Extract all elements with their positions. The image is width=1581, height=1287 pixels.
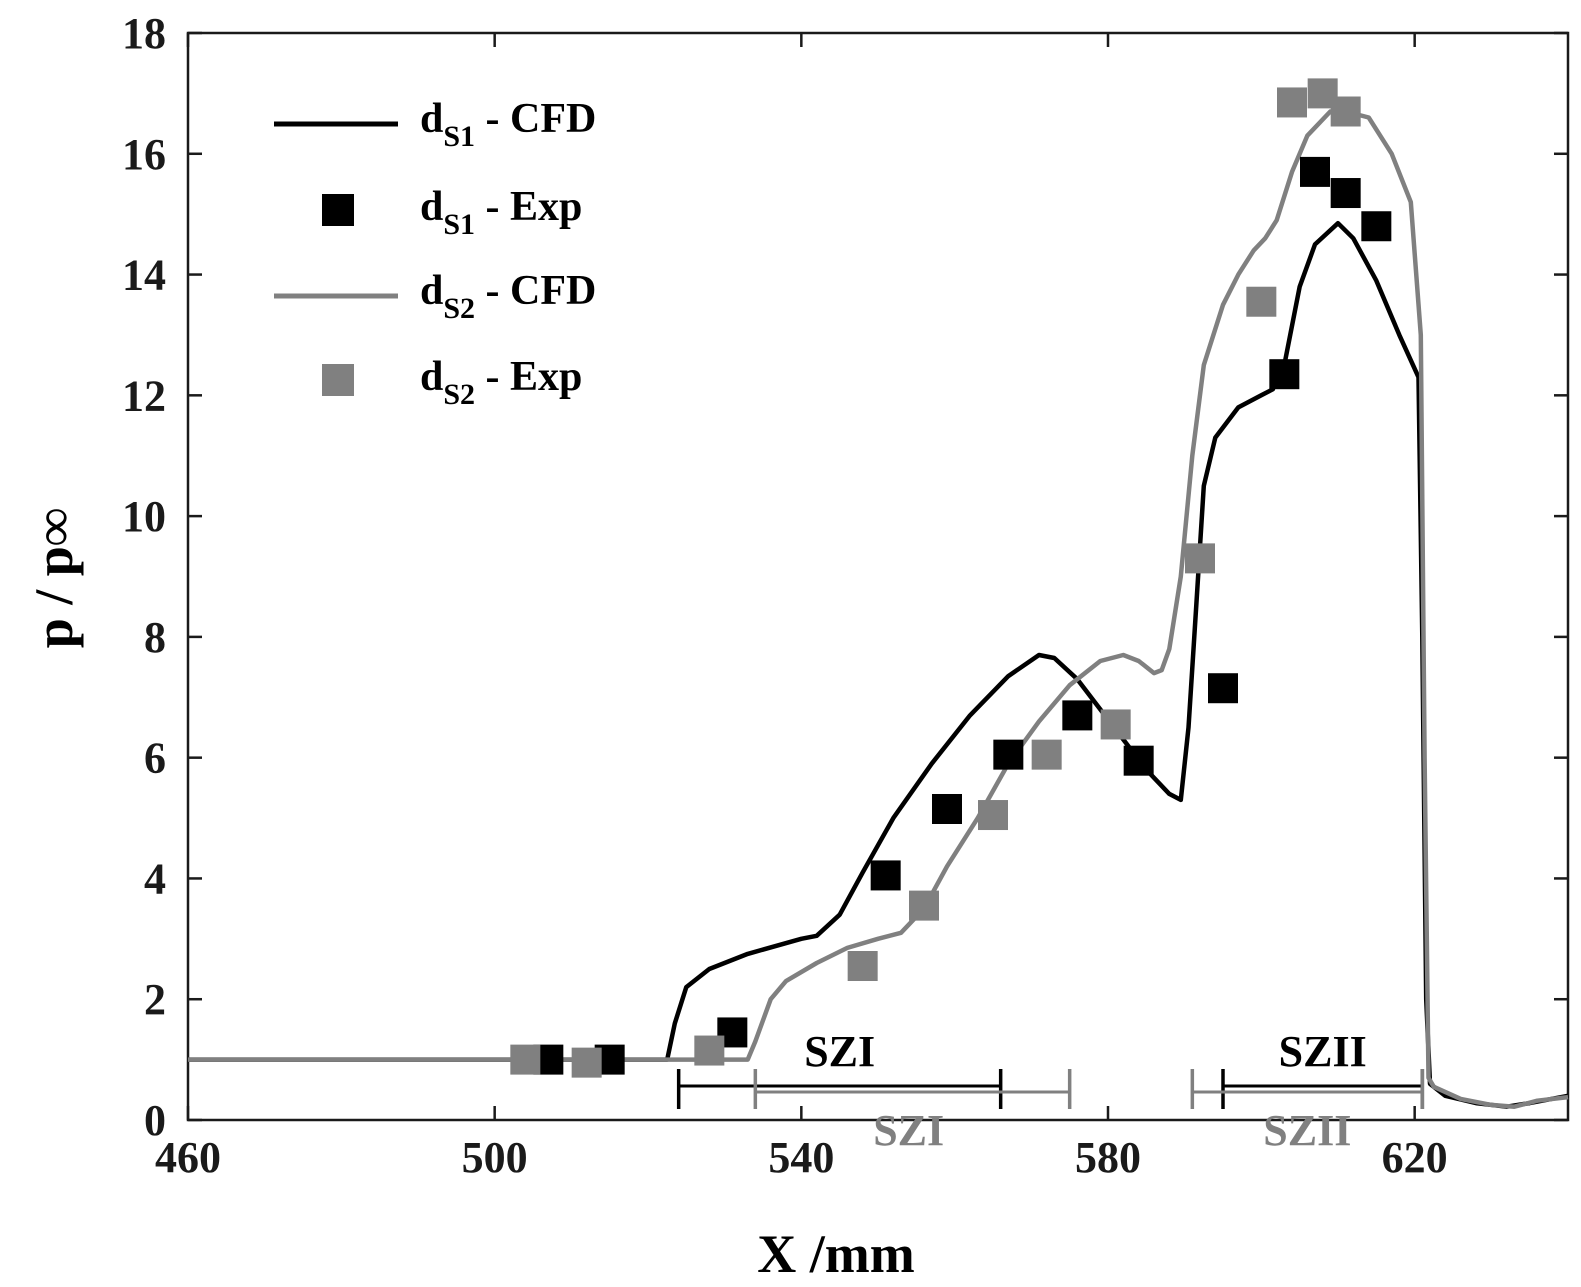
marker-ds2-exp [1185, 543, 1215, 574]
y-tick-label: 6 [144, 734, 166, 783]
series-markers [510, 78, 1392, 1078]
marker-ds1-exp [932, 793, 962, 824]
marker-ds1-exp [1123, 745, 1154, 776]
legend: dS1 - CFD dS1 - Exp dS2 - CFD dS2 - Exp [274, 96, 596, 411]
series-lines [188, 109, 1569, 1109]
marker-ds1-exp [1208, 673, 1238, 704]
marker-ds1-exp [1330, 178, 1361, 209]
legend-marker-swatch [322, 194, 354, 226]
legend-label: dS1 - Exp [420, 184, 582, 241]
series-line-ds2-cfd [188, 109, 1569, 1109]
legend-label: dS2 - CFD [420, 268, 596, 325]
zone-label: SZII [1263, 1106, 1351, 1155]
zone-label: SZI [804, 1027, 875, 1076]
marker-ds2-exp [909, 890, 939, 921]
plot-frame [186, 31, 1570, 1122]
marker-ds1-exp [1361, 211, 1392, 242]
x-tick-label: 500 [462, 1133, 528, 1182]
marker-ds2-exp [571, 1047, 602, 1078]
legend-label: dS2 - Exp [420, 354, 582, 411]
marker-ds2-exp [694, 1035, 725, 1066]
marker-ds2-exp [1031, 739, 1062, 770]
marker-ds2-exp [1100, 709, 1131, 740]
y-tick-label: 18 [122, 9, 166, 58]
axis-ticks: 460 500 540 580 620 0 2 4 6 8 10 12 14 16 18 [122, 9, 1568, 1182]
legend-label: dS1 - CFD [420, 96, 596, 153]
marker-ds1-exp [1300, 156, 1330, 187]
y-tick-label: 12 [122, 371, 166, 420]
x-tick-label: 460 [155, 1133, 221, 1182]
marker-ds2-exp [978, 800, 1008, 831]
marker-ds2-exp [1277, 87, 1307, 118]
y-axis-title: p / p∞ [24, 508, 84, 649]
zone-label: SZI [873, 1106, 944, 1155]
zone-label: SZII [1279, 1027, 1367, 1076]
marker-ds1-exp [1062, 700, 1093, 731]
marker-ds2-exp [510, 1044, 541, 1075]
marker-ds1-exp [993, 739, 1024, 770]
marker-ds2-exp [1330, 96, 1361, 127]
plot-area [186, 31, 1570, 1122]
marker-ds2-exp [847, 951, 878, 982]
y-tick-label: 14 [122, 251, 166, 300]
y-tick-label: 16 [122, 130, 166, 179]
x-axis-title: X /mm [757, 1224, 914, 1284]
y-tick-label: 2 [144, 975, 166, 1024]
marker-ds2-exp [1246, 286, 1277, 317]
x-tick-label: 580 [1075, 1133, 1141, 1182]
marker-ds1-exp [1269, 359, 1300, 390]
y-tick-label: 10 [122, 492, 166, 541]
marker-ds1-exp [870, 860, 901, 891]
y-tick-label: 0 [144, 1096, 166, 1145]
y-tick-label: 4 [144, 854, 166, 903]
legend-marker-swatch [322, 364, 354, 396]
shock-zones: SZI SZII SZI SZII [676, 1027, 1425, 1155]
x-tick-label: 620 [1382, 1133, 1448, 1182]
y-tick-label: 8 [144, 613, 166, 662]
x-tick-label: 540 [768, 1133, 834, 1182]
